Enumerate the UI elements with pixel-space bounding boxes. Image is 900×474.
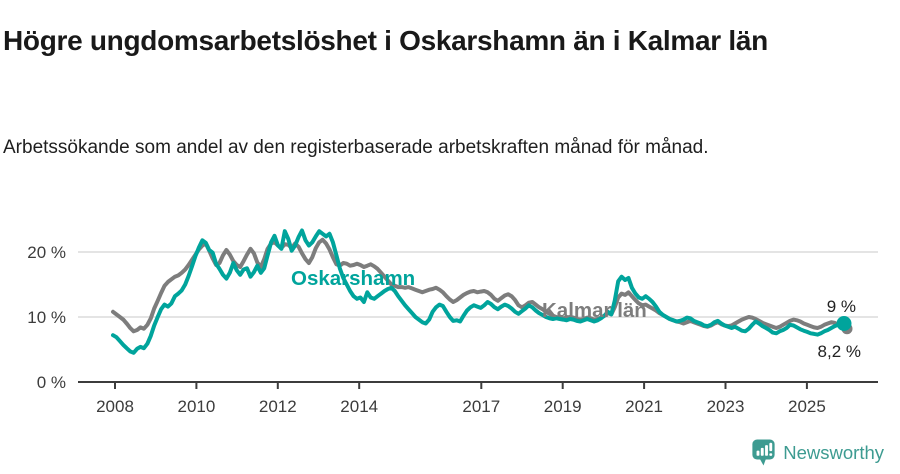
x-tick-label: 2025 <box>788 397 826 416</box>
x-tick-label: 2019 <box>544 397 582 416</box>
x-tick-label: 2014 <box>340 397 378 416</box>
y-tick-label: 0 % <box>37 373 66 392</box>
end-dot-oskarshamn <box>836 316 852 331</box>
end-value-label-kalmar-lan: 8,2 % <box>818 342 861 361</box>
axes: 0 % 10 % 20 % 2008 2010 2012 2014 2017 2019 2021 2… <box>27 243 878 416</box>
unemployment-line-chart: 0 % 10 % 20 % 2008 2010 2012 2014 2017 2019 2021 2… <box>27 228 878 416</box>
series-label-kalmar-lan: Kalmar län <box>542 299 647 322</box>
x-tick-label: 2010 <box>177 397 215 416</box>
page-title: Högre ungdomsarbetslöshet i Oskarshamn ä… <box>3 24 768 56</box>
x-tick-label: 2008 <box>96 397 134 416</box>
series-label-oskarshamn: Oskarshamn <box>291 267 415 290</box>
end-value-label-oskarshamn: 9 % <box>827 297 856 316</box>
x-tick-label: 2023 <box>707 397 745 416</box>
x-tick-label: 2017 <box>462 397 500 416</box>
y-tick-label: 20 % <box>27 243 66 262</box>
brand-name: Newsworthy <box>783 441 884 463</box>
x-tick-label: 2021 <box>625 397 663 416</box>
series-line-oskarshamn <box>111 228 847 355</box>
y-tick-label: 10 % <box>27 308 66 327</box>
newsworthy-branding: Newsworthy <box>751 438 884 467</box>
chart-subtitle: Arbetssökande som andel av den registerb… <box>3 137 709 158</box>
series-lines <box>111 228 853 355</box>
newsworthy-logo-icon <box>752 439 775 466</box>
x-tick-label: 2012 <box>259 397 297 416</box>
